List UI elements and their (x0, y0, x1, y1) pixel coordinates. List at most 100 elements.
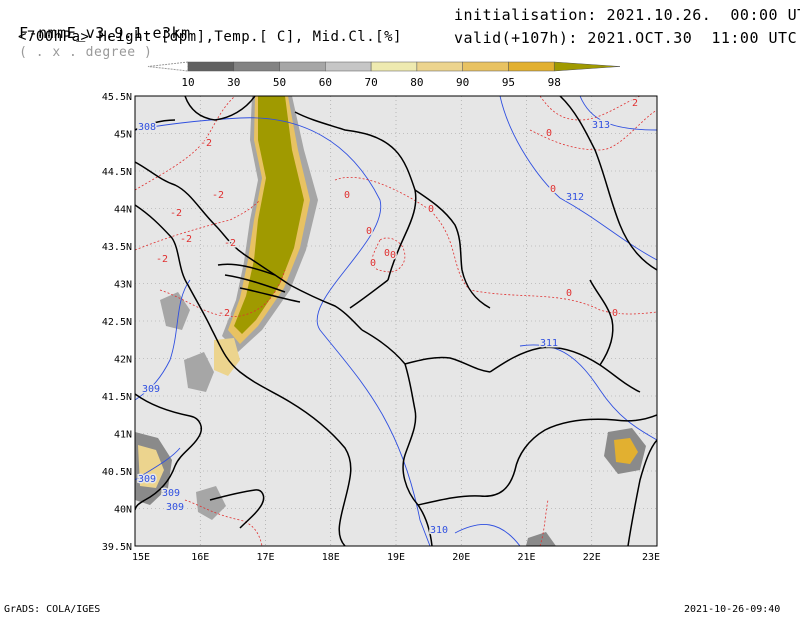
colorbar-high-arrow (553, 61, 621, 72)
cloud-patch-italy-2 (184, 352, 214, 392)
y-tick-label: 44N (114, 205, 132, 216)
height-contour-label: 313 (592, 120, 610, 131)
y-tick-label: 42.5N (102, 317, 132, 328)
height-contour (454, 524, 521, 546)
height-contour (579, 96, 657, 131)
x-tick-label: 16E (191, 552, 209, 563)
coastline-gulf (209, 489, 265, 529)
border-north (184, 96, 256, 121)
temp-contour-label: 0 (344, 190, 350, 201)
y-tick-label: 45N (114, 130, 132, 141)
contour-labels: 308 309 309 309 309 310 311 312 313 -2 -2 -2 -2 -2 -2 -… (137, 97, 640, 538)
cloud-patch-italy (160, 292, 190, 330)
border-italy-north (135, 119, 176, 131)
footer-credit: GrADS: COLA/IGES (4, 604, 101, 615)
cloud-patch-italy-4 (196, 486, 226, 520)
y-tick-label: 40N (114, 505, 132, 516)
x-tick-label: 17E (256, 552, 274, 563)
border-croatia-bosnia (294, 111, 417, 281)
height-contour-label: 309 (162, 488, 180, 499)
x-tick-label: 19E (387, 552, 405, 563)
y-tick-label: 39.5N (102, 542, 132, 553)
border-greece (417, 414, 657, 506)
cloud-patch-s (526, 532, 556, 546)
temp-contour-label: 0 (612, 308, 618, 319)
height-contours (135, 96, 657, 546)
temp-contour-label: -2 (156, 254, 168, 265)
colorbar-level-label: 98 (548, 76, 561, 89)
cloud-patch-e-inner (614, 438, 638, 464)
y-tick-label: 42N (114, 355, 132, 366)
map-frame (134, 95, 658, 547)
y-tick-label: 43.5N (102, 242, 132, 253)
colorbar-level-label: 30 (227, 76, 240, 89)
coastline-albania (361, 329, 433, 546)
y-tick-label: 40.5N (102, 467, 132, 478)
init-time: initialisation: 2021.10.26. 00:00 UTC (454, 6, 800, 24)
temp-contour-label: 0 (366, 226, 372, 237)
height-contour-label: 309 (138, 474, 156, 485)
temp-contour-label: 0 (384, 248, 390, 259)
temp-contour (529, 109, 657, 151)
temp-contour-label: 0 (390, 250, 396, 261)
lat-lon-grid (135, 96, 657, 546)
temp-contour-label: -2 (224, 238, 236, 249)
island-3 (239, 287, 301, 303)
border-east (559, 96, 657, 271)
temp-contour (159, 269, 286, 317)
valid-time: valid(+107h): 2021.OCT.30 11:00 UTC (454, 29, 798, 47)
axis-labels: 15E 16E 17E 18E 19E 20E 21E 22E 23E 45.5N 45N 44.5N… (102, 92, 660, 563)
colorbar-level-label: 50 (273, 76, 286, 89)
height-contour (519, 344, 657, 441)
colorbar-level-label: 70 (364, 76, 377, 89)
temp-contour-label: -2 (212, 190, 224, 201)
temp-contour-label: 0 (550, 184, 556, 195)
temp-contour (135, 96, 236, 191)
y-tick-label: 43N (114, 280, 132, 291)
border-bulgaria (589, 279, 614, 366)
temp-contour (371, 237, 406, 273)
temp-contour-label: 0 (370, 258, 376, 269)
temp-contour-label: 0 (566, 288, 572, 299)
coastlines-borders (135, 96, 657, 546)
colorbar-level-label: 90 (456, 76, 469, 89)
temp-contour (539, 96, 641, 121)
temp-contour-label: 0 (428, 204, 434, 215)
border-kosovo (404, 356, 491, 373)
cloud-band-core (234, 96, 304, 334)
temp-contour (184, 499, 263, 546)
unit-hint: ( . x . degree ) (19, 45, 153, 60)
temp-contour-label: -2 (170, 208, 182, 219)
y-tick-label: 45.5N (102, 92, 132, 103)
border-macedonia (489, 346, 641, 393)
coastline-italy (135, 204, 352, 546)
temp-contour-label: 0 (546, 128, 552, 139)
coastline-adriatic-east (135, 161, 363, 331)
height-contour-label: 311 (540, 338, 558, 349)
x-tick-label: 20E (452, 552, 470, 563)
height-contour-label: 312 (566, 192, 584, 203)
height-contour-label: 308 (138, 122, 156, 133)
coastline-italy-heel (135, 393, 202, 511)
colorbar-level-label: 95 (502, 76, 515, 89)
x-tick-label: 23E (642, 552, 660, 563)
island-1 (217, 263, 276, 276)
model-name: F-nmmE_v3.9.1-e3km (19, 24, 191, 42)
temp-contour-label: -2 (180, 234, 192, 245)
footer-timestamp: 2021-10-26-09:40 (684, 604, 781, 615)
height-contour (499, 96, 657, 261)
border-serbia (414, 189, 491, 309)
model-title: F-nmmE_v3.9.1-e3km ( . x . degree ) (0, 6, 191, 60)
border-montenegro (349, 279, 389, 309)
height-contour-label: 310 (430, 525, 448, 536)
x-tick-label: 22E (583, 552, 601, 563)
y-tick-label: 41.5N (102, 392, 132, 403)
temp-contour-label: -2 (200, 138, 212, 149)
variables-label: <700hPa> Height [dpm],Temp.[ C], Mid.Cl.… (18, 29, 402, 45)
height-contour-label: 309 (142, 384, 160, 395)
colorbar: 10 30 50 60 70 80 90 95 98 (147, 61, 621, 89)
cloud-patch-sw-inner (138, 445, 164, 488)
height-contour-label: 309 (166, 502, 184, 513)
x-tick-label: 15E (132, 552, 150, 563)
